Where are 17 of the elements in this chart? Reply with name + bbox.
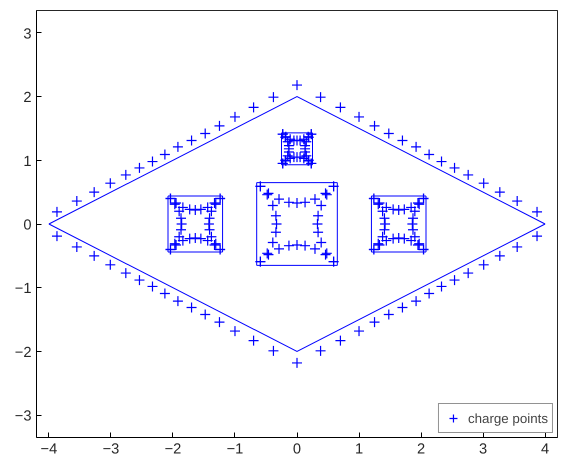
y-tick-label: 3	[23, 26, 32, 42]
y-tick-label: 2	[23, 90, 32, 106]
x-tick-label: −4	[40, 442, 58, 458]
y-tick-label: −3	[14, 408, 32, 425]
x-tick-label: 1	[354, 442, 364, 458]
x-tick-label: −3	[102, 442, 120, 458]
x-tick-label: 0	[292, 442, 302, 458]
legend-label: charge points	[468, 410, 548, 426]
x-tick-label: 3	[478, 442, 488, 458]
y-tick-label: 0	[23, 218, 32, 234]
y-tick-label: −2	[14, 344, 32, 361]
x-tick-label: 2	[416, 442, 426, 458]
y-tick-label: 1	[23, 154, 32, 170]
x-tick-label: −2	[164, 442, 182, 458]
x-tick-label: 4	[541, 442, 550, 458]
x-tick-label: −1	[226, 442, 244, 458]
y-tick-label: −1	[14, 281, 32, 298]
